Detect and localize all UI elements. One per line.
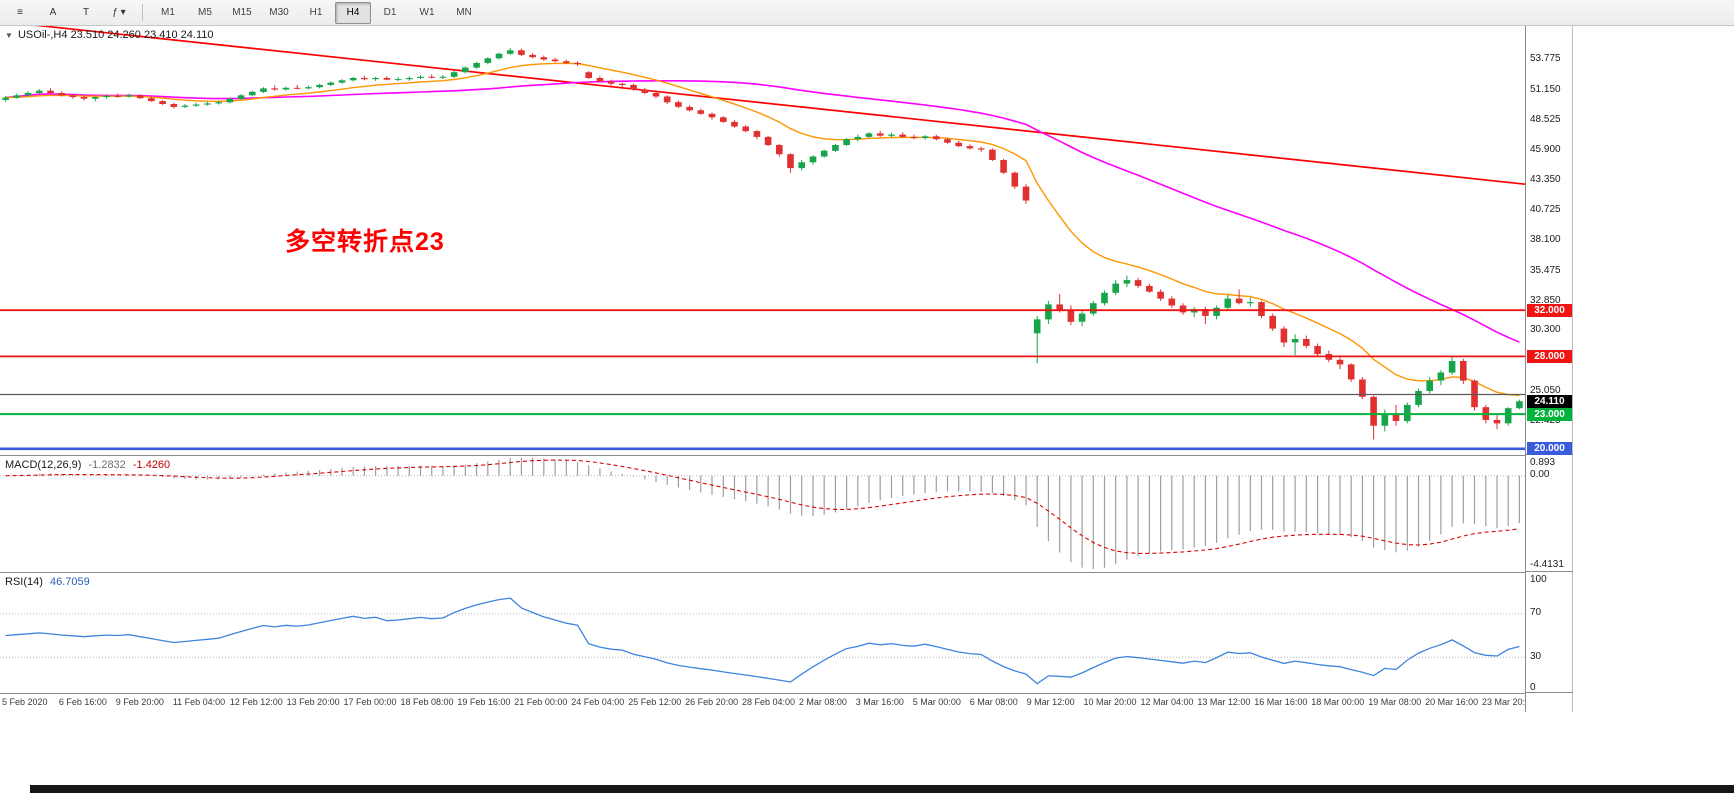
time-tick-label: 5 Mar 00:00 [912,697,961,707]
price-tick-label: 53.775 [1530,53,1561,65]
time-tick-label: 25 Feb 12:00 [628,697,682,707]
rsi-value: 46.7059 [49,576,90,588]
timeframe-button-m1[interactable]: M1 [161,7,175,18]
chart-annotation-text[interactable]: 多空转折点23 [285,228,445,256]
timeframe-button-w1[interactable]: W1 [419,7,435,18]
time-tick-label: 23 Mar 20:00 [1482,697,1525,707]
time-tick-label: 5 Feb 2020 [2,697,48,707]
price-tick-label: 43.350 [1530,173,1561,185]
timeframe-button-group: M1 M5 M15 M30 H1 H4 D1 W1 MN [150,1,482,24]
timeframe-button-m15[interactable]: M15 [232,7,252,18]
price-level-badge: 24.110 [1527,394,1572,408]
time-tick-label: 12 Mar 04:00 [1140,697,1194,707]
time-axis[interactable]: 5 Feb 2020 6 Feb 16:00 9 Feb 20:00 11 Feb 0… [0,693,1525,712]
cursor-tool-button[interactable]: A [49,7,57,18]
time-tick-label: 6 Feb 16:00 [58,697,107,707]
price-tick-label: 22.425 [1530,415,1561,427]
time-tick-label: 16 Mar 16:00 [1254,697,1308,707]
price-level-badge: 28.000 [1527,349,1572,363]
collapse-icon[interactable]: ▼ [5,31,13,40]
macd-label: MACD(12,26,9) -1.2832 -1.4260 [5,459,170,471]
time-tick-label: 20 Mar 16:00 [1425,697,1479,707]
timeframe-button-d1[interactable]: D1 [383,7,397,18]
toolbar-separator [142,4,143,21]
price-tick-label: 38.100 [1530,234,1561,246]
macd-value-1: -1.2832 [88,459,126,471]
ma-long-line [35,26,1525,186]
time-tick-label: 28 Feb 04:00 [742,697,796,707]
rsi-scale-label: 0 [1530,682,1536,693]
chart-title: ▼ USOil-,H4 23.510 24.260 23.410 24.110 [5,29,214,41]
price-chart-pane[interactable]: ▼ USOil-,H4 23.510 24.260 23.410 24.110 … [0,26,1525,455]
price-tick-label: 40.725 [1530,203,1561,215]
time-tick-label: 3 Mar 16:00 [855,697,904,707]
time-tick-label: 19 Mar 08:00 [1368,697,1422,707]
timeframe-button-h4[interactable]: H4 [335,1,371,24]
candlestick-chart[interactable] [0,26,1525,455]
rsi-scale-label: 30 [1530,650,1542,662]
ma-fast-line [5,62,1520,397]
time-tick-label: 9 Mar 12:00 [1026,697,1075,707]
price-tick-label: 48.525 [1530,113,1561,125]
rsi-label: RSI(14) 46.7059 [5,576,90,588]
price-tick-label: 35.475 [1530,264,1561,276]
macd-scale-label: 0.00 [1530,469,1550,481]
timeframe-button-h1[interactable]: H1 [309,7,323,18]
rsi-pane[interactable]: RSI(14) 46.7059 [0,572,1525,693]
time-tick-label: 17 Feb 00:00 [343,697,397,707]
menu-button[interactable]: ≡ [17,7,23,18]
rsi-line [5,597,1520,685]
time-tick-label: 19 Feb 16:00 [457,697,511,707]
time-tick-label: 24 Feb 04:00 [571,697,625,707]
indicators-dropdown-button[interactable]: ƒ ▾ [112,7,126,18]
rsi-scale-label: 70 [1530,607,1542,619]
price-axis[interactable]: 53.775 51.150 48.525 45.900 43.350 40.725 38.1… [1525,26,1573,712]
price-tick-label: 25.050 [1530,384,1561,396]
macd-signal-line [5,459,1520,554]
text-tool-button[interactable]: T [82,7,90,18]
price-tick-label: 30.300 [1530,324,1561,336]
time-tick-label: 13 Mar 12:00 [1197,697,1251,707]
price-tick-label: 32.850 [1530,294,1561,306]
timeframe-button-m30[interactable]: M30 [269,7,289,18]
rsi-scale-label: 100 [1530,574,1547,585]
time-tick-label: 26 Feb 20:00 [685,697,739,707]
taskbar-strip [30,785,1734,793]
chart-window: ▼ USOil-,H4 23.510 24.260 23.410 24.110 … [0,26,1573,712]
time-tick-label: 10 Mar 20:00 [1083,697,1137,707]
time-tick-label: 13 Feb 20:00 [286,697,340,707]
macd-chart[interactable] [0,456,1525,572]
macd-pane[interactable]: MACD(12,26,9) -1.2832 -1.4260 [0,455,1525,572]
symbol-timeframe-label: USOil-,H4 [17,29,68,41]
time-tick-label: 6 Mar 08:00 [969,697,1018,707]
time-tick-label: 18 Feb 08:00 [400,697,454,707]
pane-separator [1526,571,1573,572]
ma-slow-line [5,79,1520,343]
price-level-badge: 23.000 [1527,407,1572,421]
rsi-chart[interactable] [0,573,1525,693]
macd-scale-label: 0.893 [1530,457,1556,468]
price-level-badge: 32.000 [1527,303,1572,317]
time-tick-label: 9 Feb 20:00 [115,697,164,707]
pane-separator [1526,692,1573,693]
time-tick-label: 18 Mar 00:00 [1311,697,1365,707]
ohlc-values-label: 23.510 24.260 23.410 24.110 [70,29,214,41]
time-tick-label: 12 Feb 12:00 [229,697,283,707]
macd-scale-label: -4.4131 [1530,559,1564,570]
macd-value-2: -1.4260 [132,459,171,471]
time-tick-label: 2 Mar 08:00 [798,697,847,707]
price-level-badge: 20.000 [1527,442,1572,456]
rsi-name-label: RSI(14) [5,576,43,588]
macd-name-label: MACD(12,26,9) [5,459,82,471]
time-tick-label: 21 Feb 00:00 [514,697,568,707]
timeframe-button-mn[interactable]: MN [456,7,472,18]
price-tick-label: 45.900 [1530,144,1561,156]
price-tick-label: 51.150 [1530,83,1561,95]
timeframe-button-m5[interactable]: M5 [198,7,212,18]
time-tick-label: 11 Feb 04:00 [172,697,226,707]
